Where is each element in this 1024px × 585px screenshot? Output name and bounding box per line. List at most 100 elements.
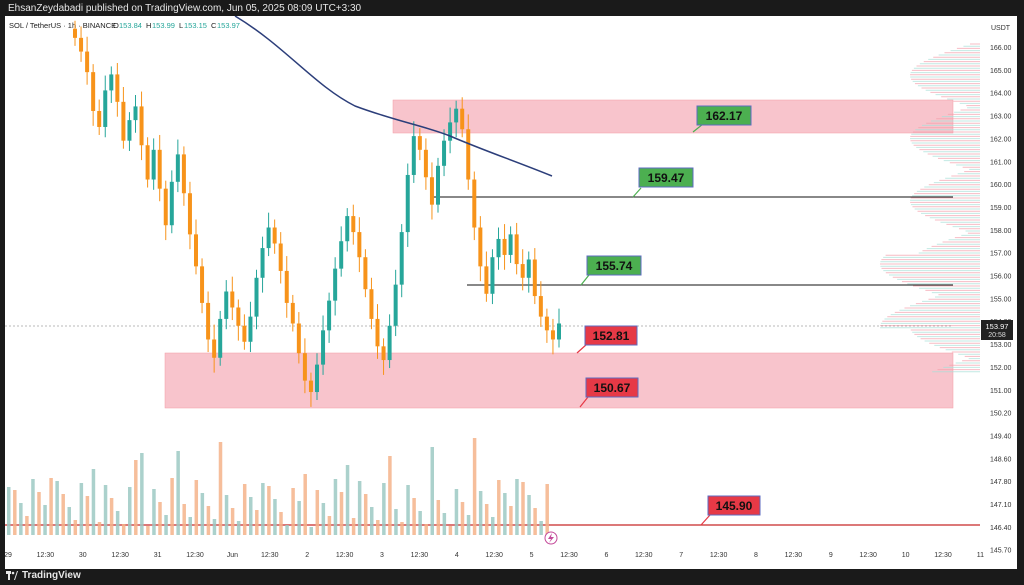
y-tick-label: 161.00 — [990, 159, 1012, 166]
x-tick-label: 9 — [829, 552, 833, 559]
volume-bar — [430, 447, 434, 535]
candle-body — [369, 289, 374, 319]
volume-bar — [236, 521, 241, 535]
candle-body — [514, 234, 519, 265]
y-tick-label: 156.00 — [990, 274, 1012, 281]
candle-body — [248, 316, 253, 342]
candle-body — [230, 291, 235, 308]
candle-body — [236, 307, 241, 326]
volume-bar — [484, 504, 489, 535]
candle-body — [508, 234, 513, 255]
candle-body — [206, 302, 211, 340]
label-145-text: 145.90 — [716, 499, 753, 513]
y-tick-label: 148.60 — [990, 456, 1012, 463]
candle-body — [550, 330, 555, 340]
candle-body — [448, 122, 453, 141]
legend: SOL / TetherUS · 1h · BINANCE O 153.84 H… — [9, 21, 240, 30]
volume-bar — [249, 497, 253, 535]
price-axis[interactable]: 166.00 165.00 164.00 163.00 162.00 161.00 160.… — [990, 45, 1012, 555]
x-tick-label: 12:30 — [485, 552, 503, 559]
candle-body — [472, 179, 477, 228]
y-tick-label: 164.00 — [990, 91, 1012, 98]
y-tick-label: 159.00 — [990, 205, 1012, 212]
candle-body — [381, 346, 386, 361]
candle-body — [254, 277, 259, 317]
candle-body — [121, 101, 126, 141]
time-axis[interactable]: 29 12:30 30 12:30 31 12:30 Jun 12:30 2 12:30 3 12:3… — [4, 552, 984, 559]
volume-bar — [509, 506, 513, 535]
volume-bar — [55, 481, 59, 535]
candle-body — [151, 149, 156, 180]
y-tick-label: 145.70 — [990, 548, 1012, 555]
x-tick-label: 11 — [977, 552, 984, 559]
candles — [73, 20, 561, 407]
volume-bar — [79, 483, 84, 535]
x-tick-label: 12:30 — [411, 552, 429, 559]
volume-bar — [327, 516, 332, 535]
candle-body — [454, 108, 459, 123]
candle-body — [79, 37, 84, 52]
candle-body — [85, 51, 90, 73]
volume-bar — [491, 517, 495, 535]
legend-l-value: 153.15 — [184, 21, 207, 30]
candle-body — [278, 243, 283, 271]
y-tick-label: 151.00 — [990, 388, 1012, 395]
x-tick-label: 12:30 — [710, 552, 728, 559]
y-tick-label: 166.00 — [990, 45, 1012, 52]
y-tick-label: 157.00 — [990, 251, 1012, 258]
candle-body — [496, 238, 501, 258]
candle-body — [212, 339, 217, 358]
candle-body — [145, 145, 150, 180]
x-tick-label: 12:30 — [37, 552, 55, 559]
label-152: 152.81 — [576, 325, 638, 354]
volume-bar — [146, 526, 150, 535]
volume-bar — [527, 495, 531, 535]
candle-body — [484, 266, 489, 294]
volume-bar — [103, 485, 108, 535]
chart-area[interactable]: SOL / TetherUS · 1h · BINANCE O 153.84 H… — [4, 15, 1017, 569]
volume-bar — [339, 492, 344, 535]
label-150: 150.67 — [579, 377, 639, 408]
resistance-zone — [392, 99, 954, 134]
volume-bar — [388, 456, 392, 535]
candle-body — [333, 268, 338, 301]
volume-bar — [134, 460, 138, 535]
volume-bar — [521, 482, 525, 535]
x-tick-label: 12:30 — [111, 552, 129, 559]
candle-body — [544, 316, 549, 331]
legend-h-value: 153.99 — [152, 21, 175, 30]
x-tick-label: 12:30 — [635, 552, 653, 559]
footer-brand: TradingView — [22, 570, 81, 581]
candle-body — [163, 188, 168, 226]
volume-bar — [37, 492, 41, 535]
volume-bar — [97, 522, 102, 535]
volume-bar — [194, 480, 199, 535]
x-tick-label: 7 — [679, 552, 683, 559]
chart-svg[interactable]: SOL / TetherUS · 1h · BINANCE O 153.84 H… — [4, 15, 1017, 569]
candle-body — [218, 318, 223, 358]
candle-body — [442, 140, 447, 166]
legend-l-label: L — [179, 21, 183, 30]
candle-body — [411, 136, 416, 175]
candle-body — [351, 216, 356, 233]
volume-bar — [170, 478, 174, 535]
lightning-icon[interactable] — [544, 531, 558, 545]
volume-bar — [273, 499, 277, 535]
volume-bar — [472, 438, 477, 535]
label-162-text: 162.17 — [706, 109, 743, 123]
volume-bar — [140, 453, 144, 535]
volume-bar — [533, 508, 537, 535]
candle-body — [169, 181, 174, 226]
x-tick-label: 10 — [902, 552, 910, 559]
current-price-text: 153.97 — [986, 322, 1009, 331]
x-tick-label: 12:30 — [934, 552, 952, 559]
volume-bar — [376, 520, 380, 535]
volume-bar — [363, 494, 368, 535]
volume-bar — [31, 479, 35, 535]
candle-body — [296, 323, 301, 354]
publish-info: EhsanZeydabadi published on TradingView.… — [8, 3, 362, 14]
volume-bar — [321, 503, 326, 535]
volume-bar — [515, 479, 519, 535]
candle-body — [194, 234, 198, 267]
